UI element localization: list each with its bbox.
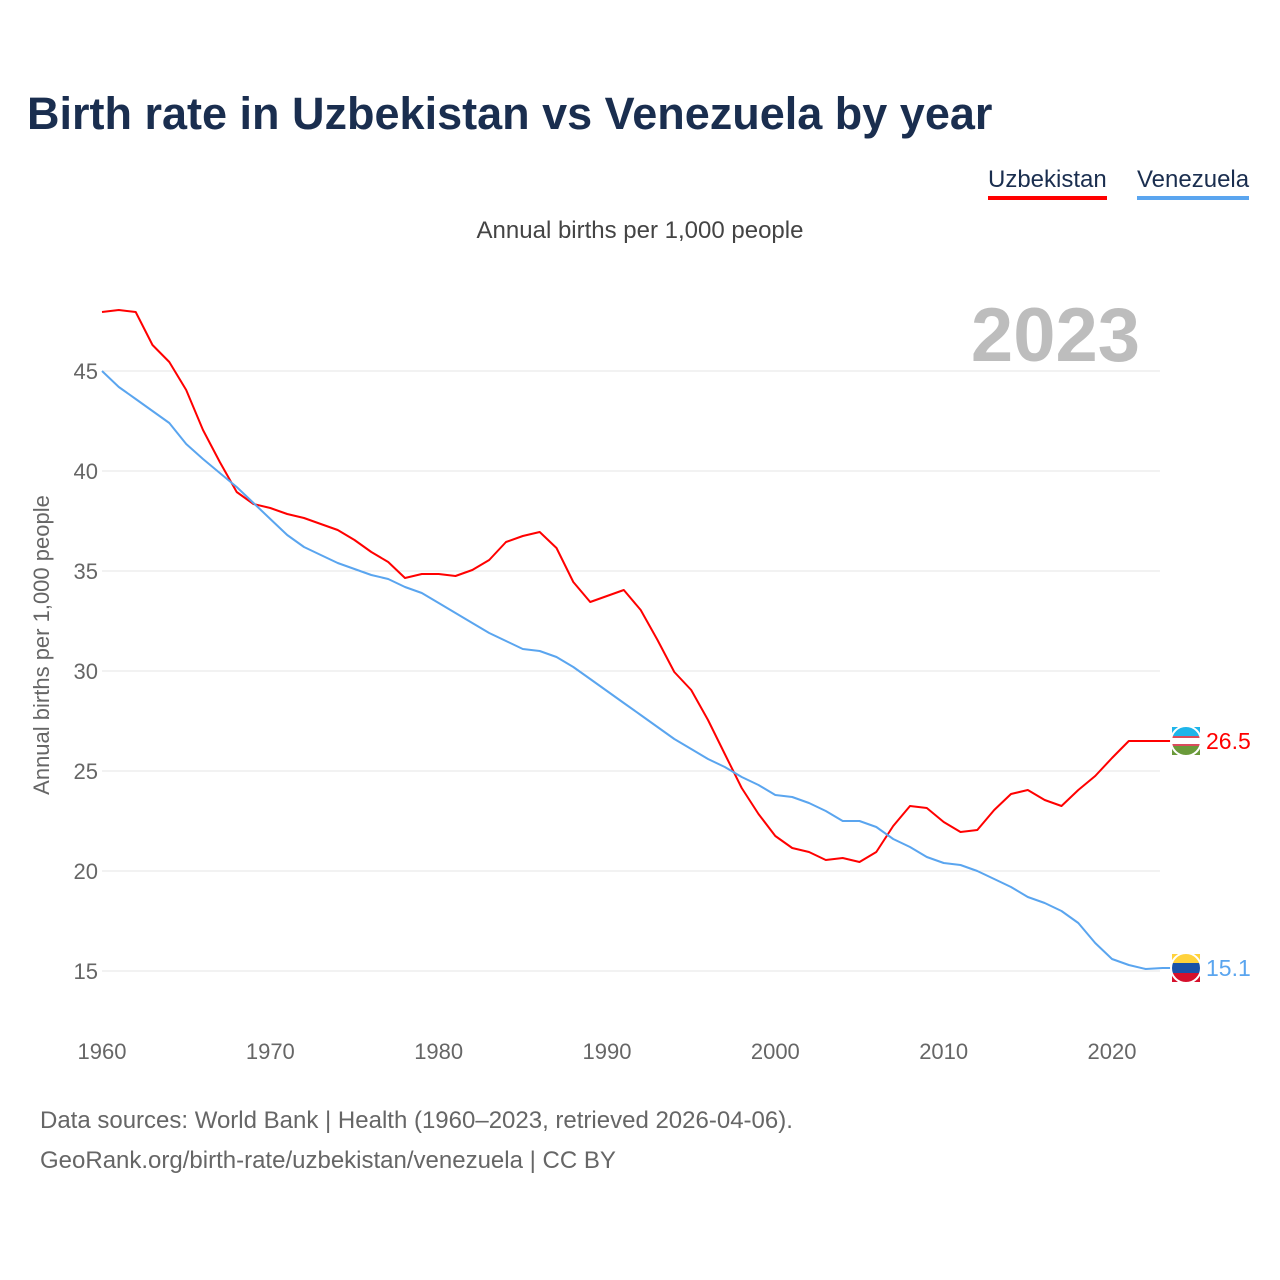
y-tick-label: 25 <box>74 759 98 784</box>
series-line-venezuela <box>101 370 1163 970</box>
x-tick-label: 1970 <box>246 1039 295 1064</box>
x-tick-label: 2020 <box>1088 1039 1137 1064</box>
y-tick-label: 35 <box>74 559 98 584</box>
y-tick-label: 15 <box>74 959 98 984</box>
y-tick-label: 20 <box>74 859 98 884</box>
end-value-label: 26.5 <box>1206 728 1251 754</box>
flag-icon-uzbekistan <box>1172 727 1200 736</box>
y-tick-label: 40 <box>74 459 98 484</box>
end-value-label: 15.1 <box>1206 955 1251 981</box>
flag-icon-venezuela <box>1172 954 1200 963</box>
legend-item-uzbekistan[interactable]: Uzbekistan <box>988 166 1107 200</box>
chart-subtitle: Annual births per 1,000 people <box>476 217 804 244</box>
footer-sources: Data sources: World Bank | Health (1960–… <box>40 1107 793 1134</box>
flag-icon-venezuela <box>1172 963 1200 973</box>
y-tick-label: 30 <box>74 659 98 684</box>
x-tick-label: 1980 <box>414 1039 463 1064</box>
x-tick-label: 1990 <box>583 1039 632 1064</box>
flag-mask <box>1170 725 1202 757</box>
flag-icon-uzbekistan <box>1172 746 1200 755</box>
flag-icon-venezuela <box>1172 973 1200 982</box>
legend-item-venezuela[interactable]: Venezuela <box>1137 166 1250 200</box>
x-tick-label: 1960 <box>78 1039 127 1064</box>
flag-mask <box>1170 952 1202 984</box>
current-year-label: 2023 <box>970 293 1140 378</box>
x-tick-label: 2000 <box>751 1039 800 1064</box>
y-tick-label: 45 <box>74 359 98 384</box>
flag-icon-uzbekistan <box>1172 736 1200 746</box>
footer-link[interactable]: GeoRank.org/birth-rate/uzbekistan/venezu… <box>40 1147 616 1174</box>
series-line-uzbekistan <box>101 309 1163 863</box>
chart-title: Birth rate in Uzbekistan vs Venezuela by… <box>27 88 993 139</box>
x-tick-label: 2010 <box>919 1039 968 1064</box>
